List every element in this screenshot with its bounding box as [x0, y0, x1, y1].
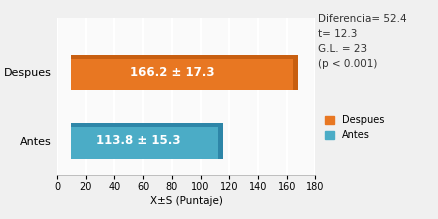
Text: 166.2 ± 17.3: 166.2 ± 17.3 — [130, 66, 215, 79]
Bar — [218, 123, 223, 159]
X-axis label: X±S (Puntaje): X±S (Puntaje) — [150, 196, 223, 206]
Bar — [293, 55, 298, 90]
Bar — [71, 123, 220, 127]
Bar — [71, 55, 296, 90]
Text: 113.8 ± 15.3: 113.8 ± 15.3 — [96, 134, 180, 147]
Bar — [71, 123, 220, 159]
Text: Diferencia= 52.4
t= 12.3
G.L. = 23
(p < 0.001): Diferencia= 52.4 t= 12.3 G.L. = 23 (p < … — [318, 14, 406, 69]
Legend: Despues, Antes: Despues, Antes — [323, 113, 387, 142]
Bar — [71, 55, 296, 59]
